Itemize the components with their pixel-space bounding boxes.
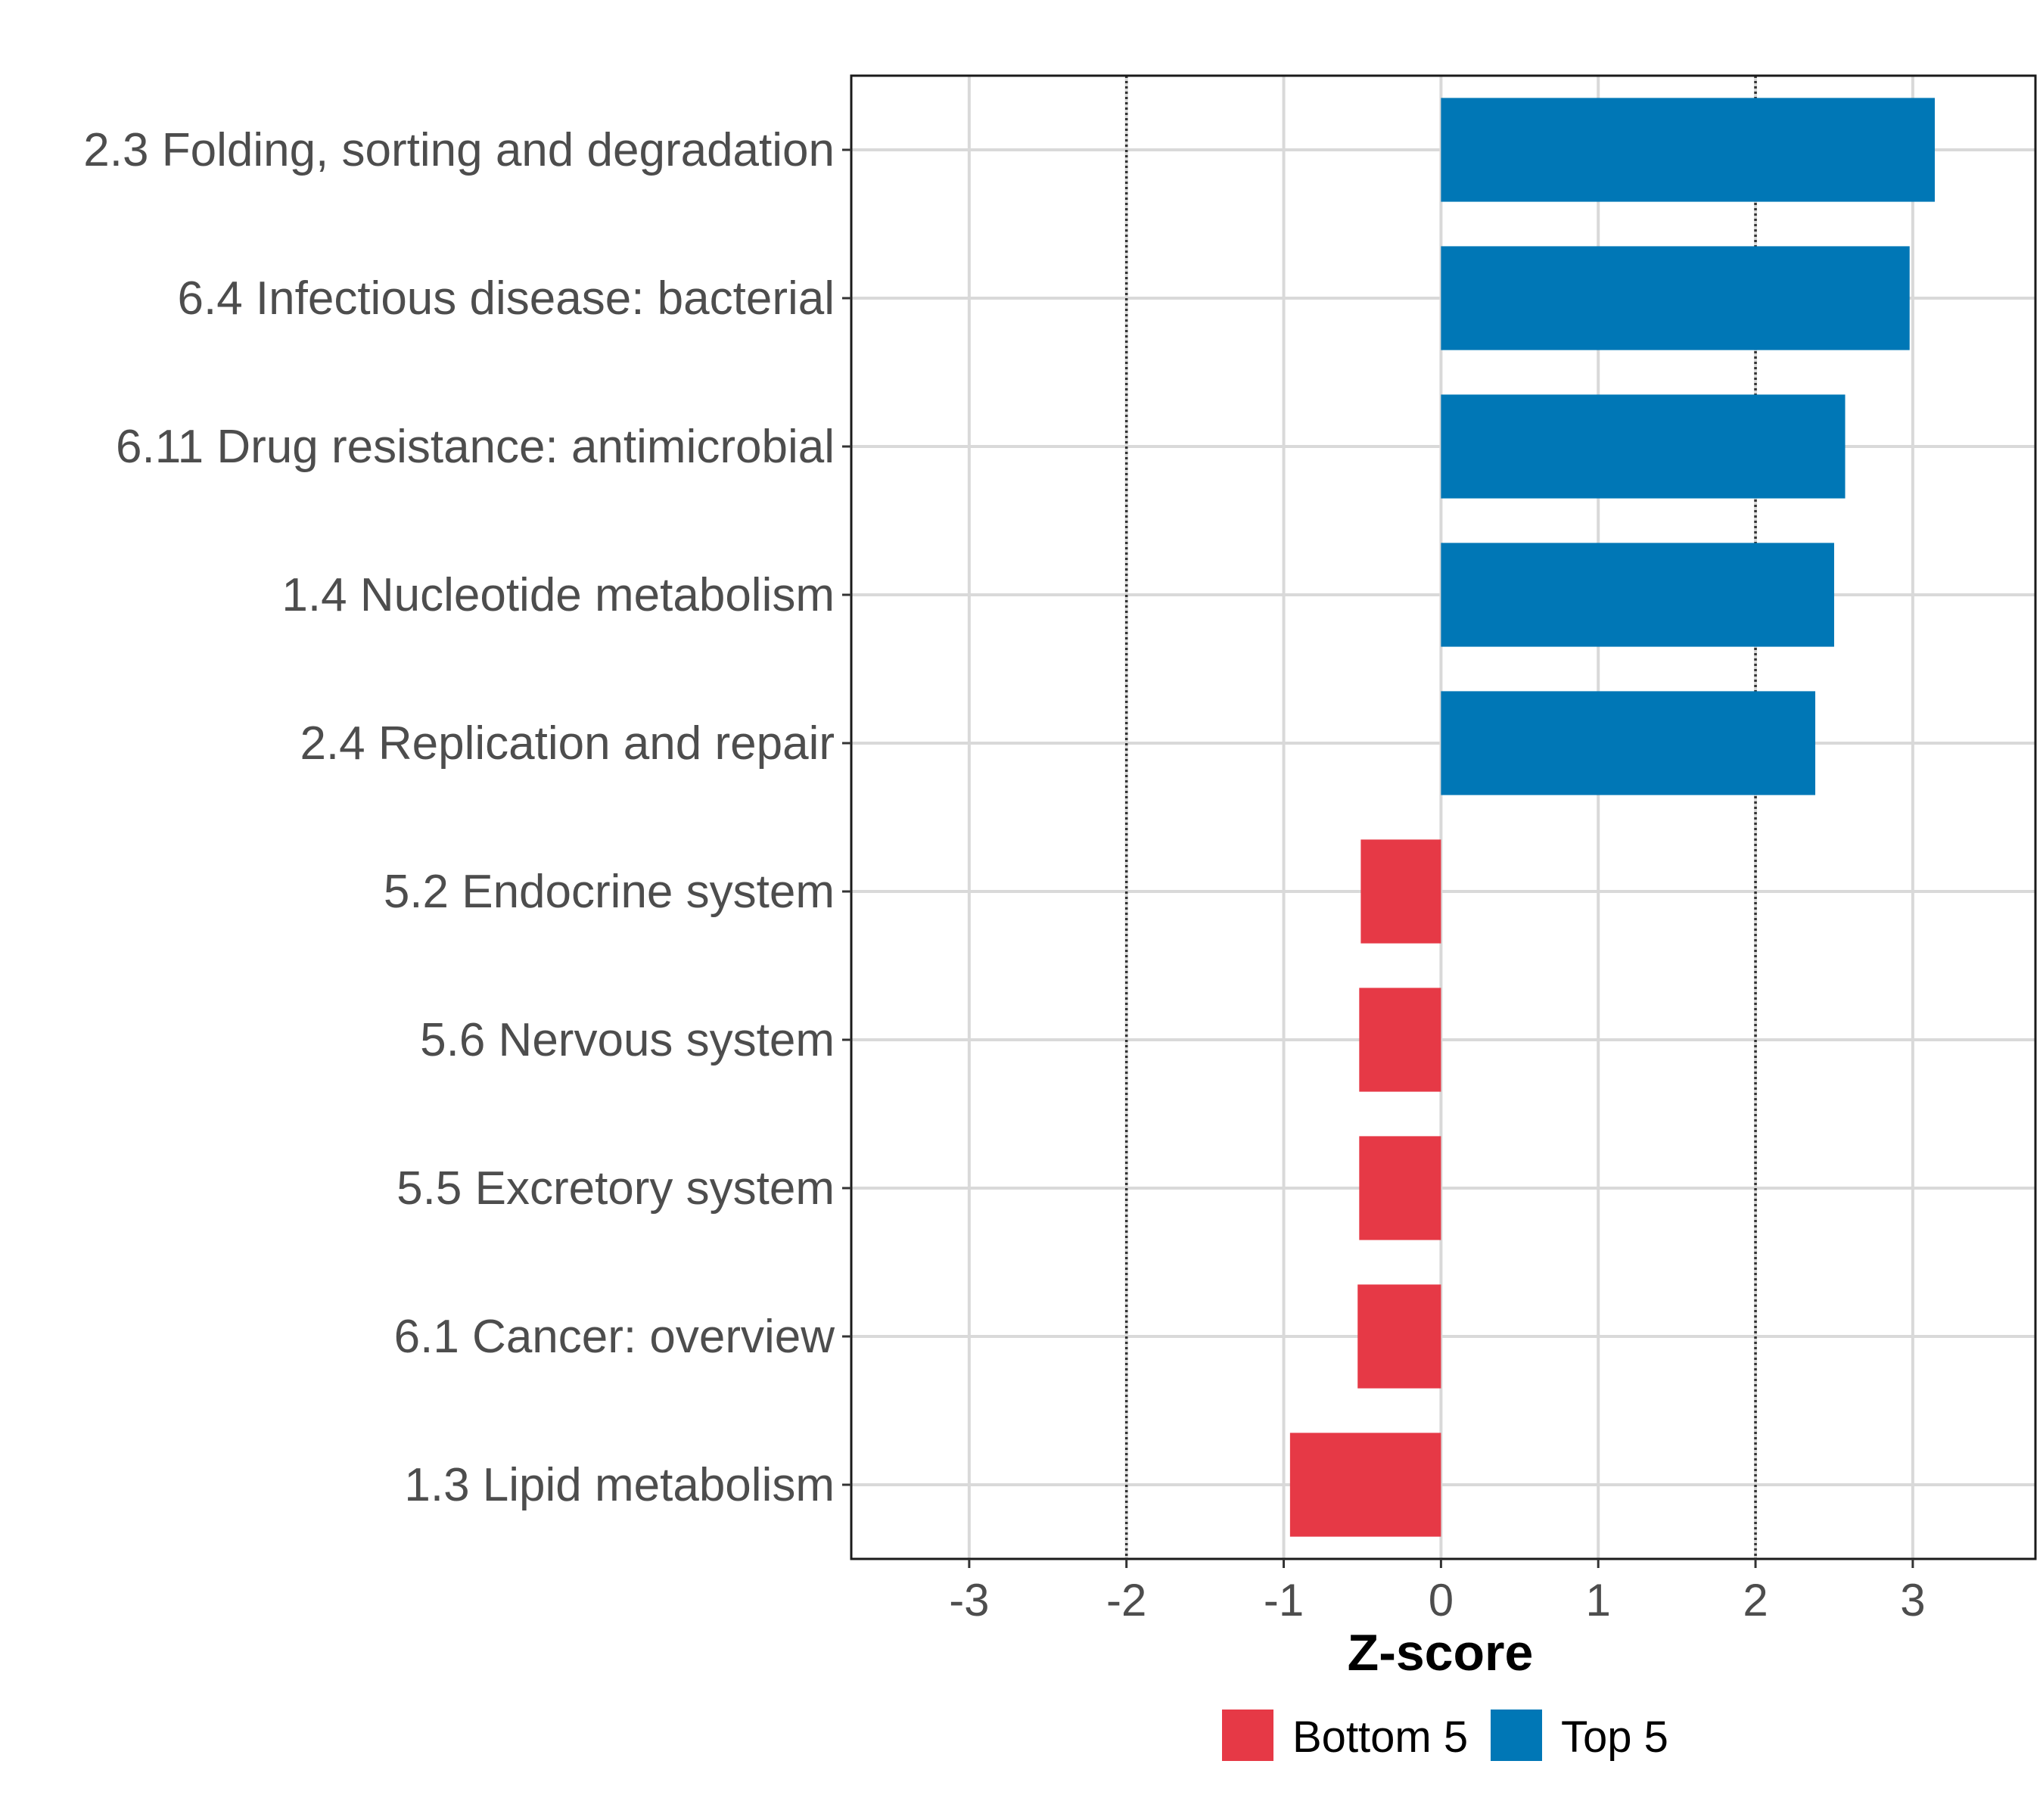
category-label: 2.3 Folding, sorting and degradation bbox=[83, 124, 835, 176]
category-labels: 2.3 Folding, sorting and degradation 6.4 … bbox=[83, 124, 851, 1511]
x-axis-title: Z-score bbox=[1348, 1624, 1534, 1682]
x-tick-label: 2 bbox=[1743, 1575, 1768, 1626]
bar-7 bbox=[1359, 988, 1441, 1092]
bar-10 bbox=[1289, 1433, 1441, 1537]
category-label: 6.11 Drug resistance: antimicrobial bbox=[116, 421, 835, 473]
legend: Bottom 5 Top 5 bbox=[1222, 1710, 1668, 1762]
bar-2 bbox=[1441, 246, 1910, 350]
bar-5 bbox=[1441, 691, 1816, 795]
bar-4 bbox=[1441, 543, 1834, 647]
x-tick-label: -3 bbox=[949, 1575, 989, 1626]
legend-swatch-1 bbox=[1222, 1710, 1273, 1761]
category-label: 2.4 Replication and repair bbox=[300, 717, 835, 770]
bar-9 bbox=[1357, 1284, 1441, 1389]
category-label: 5.5 Excretory system bbox=[396, 1162, 835, 1215]
category-label: 5.2 Endocrine system bbox=[384, 866, 835, 918]
x-tick-label: 3 bbox=[1900, 1575, 1925, 1626]
x-tick-labels: -3 -2 -1 0 1 2 3 bbox=[949, 1559, 1926, 1626]
reference-lines bbox=[1124, 76, 1757, 1559]
legend-label-1: Bottom 5 bbox=[1292, 1713, 1468, 1762]
category-label: 1.4 Nucleotide metabolism bbox=[281, 569, 835, 621]
bar-8 bbox=[1359, 1136, 1441, 1240]
legend-swatch-2 bbox=[1491, 1710, 1542, 1761]
category-label: 5.6 Nervous system bbox=[420, 1014, 835, 1066]
category-label: 6.4 Infectious disease: bacterial bbox=[177, 272, 835, 325]
bar-6 bbox=[1360, 839, 1441, 944]
bars bbox=[1289, 98, 1935, 1537]
x-tick-label: 0 bbox=[1429, 1575, 1454, 1626]
category-label: 6.1 Cancer: overview bbox=[394, 1311, 835, 1363]
category-label: 1.3 Lipid metabolism bbox=[404, 1459, 835, 1511]
x-tick-label: 1 bbox=[1586, 1575, 1611, 1626]
legend-label-2: Top 5 bbox=[1561, 1713, 1668, 1762]
x-tick-label: -2 bbox=[1106, 1575, 1146, 1626]
bar-3 bbox=[1441, 394, 1846, 499]
x-tick-label: -1 bbox=[1264, 1575, 1304, 1626]
plot-panel-border bbox=[850, 74, 2037, 1560]
bar-1 bbox=[1441, 98, 1935, 202]
